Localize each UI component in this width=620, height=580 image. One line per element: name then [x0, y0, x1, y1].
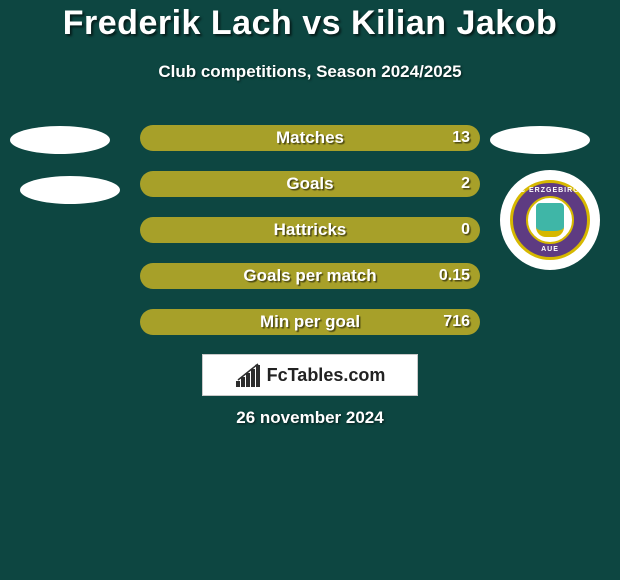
- left-ellipse-0: [10, 126, 110, 154]
- stat-label: Goals per match: [140, 266, 480, 286]
- stat-bar-min-per-goal: Min per goal 716: [140, 309, 480, 335]
- stat-label: Matches: [140, 128, 480, 148]
- right-ellipse: [490, 126, 590, 154]
- stat-bar-hattricks: Hattricks 0: [140, 217, 480, 243]
- club-logo: FC ERZGEBIRGE AUE: [500, 170, 600, 270]
- stat-value: 0.15: [439, 267, 470, 285]
- page-title: Frederik Lach vs Kilian Jakob: [0, 4, 620, 43]
- attribution-box: FcTables.com: [202, 354, 418, 396]
- left-ellipse-1: [20, 176, 120, 204]
- stat-bar-goals: Goals 2: [140, 171, 480, 197]
- subtitle: Club competitions, Season 2024/2025: [0, 62, 620, 82]
- stat-value: 0: [461, 221, 470, 239]
- stat-value: 716: [443, 313, 470, 331]
- comparison-infographic: Frederik Lach vs Kilian Jakob Club compe…: [0, 0, 620, 580]
- generation-date: 26 november 2024: [0, 408, 620, 428]
- club-logo-text-top: FC ERZGEBIRGE: [513, 187, 587, 194]
- bar-chart-icon: [235, 363, 261, 387]
- attribution-brand: FcTables.com: [267, 365, 386, 386]
- stat-label: Min per goal: [140, 312, 480, 332]
- stat-bar-matches: Matches 13: [140, 125, 480, 151]
- stat-value: 13: [452, 129, 470, 147]
- stat-label: Hattricks: [140, 220, 480, 240]
- stat-bar-goals-per-match: Goals per match 0.15: [140, 263, 480, 289]
- stat-label: Goals: [140, 174, 480, 194]
- club-logo-text-bottom: AUE: [513, 246, 587, 253]
- stat-value: 2: [461, 175, 470, 193]
